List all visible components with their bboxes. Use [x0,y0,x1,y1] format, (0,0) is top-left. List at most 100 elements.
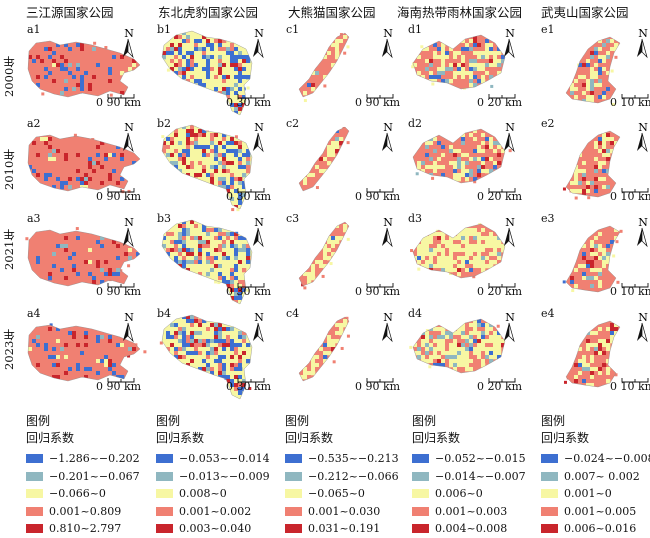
map-cell [477,252,482,257]
map-cell [52,375,57,380]
map-cell [489,43,494,48]
map-cell [238,363,243,368]
map-cell [174,55,179,60]
map-cell [441,63,446,68]
map-cell [96,91,101,96]
map-cell [214,87,219,92]
map-cell [80,252,85,257]
map-cell [230,240,235,245]
map-cell [104,75,109,80]
map-cell [84,83,89,88]
map-cell [182,236,187,241]
map-cell [120,256,125,261]
map-patch [409,345,413,349]
map-cell [76,339,81,344]
map-cell [481,141,486,146]
map-cell [112,177,117,182]
map-cell [214,244,219,249]
map-cell [60,268,65,273]
map-patch [346,237,350,241]
map-cell [602,67,607,72]
map-cell [28,71,33,76]
map-cell [598,284,603,289]
map-cell [60,260,65,265]
map-cell [178,335,183,340]
north-arrow-icon: N [123,311,134,343]
map-cell [80,51,85,56]
map-panel-sjy-2010: a2 N 0 90 km [24,117,152,210]
map-cell [96,343,101,348]
map-cell [465,359,470,364]
map-cell [606,153,611,158]
map-cell [222,43,227,48]
map-cell [182,327,187,332]
map-cell [238,173,243,178]
map-cell [206,55,211,60]
map-panel-hnrd-2021: d3 N 0 20 km [405,212,533,305]
map-cell [92,181,97,186]
map-cell [457,331,462,336]
map-cell [429,240,434,245]
map-cell [586,248,591,253]
map-cell [234,288,239,293]
map-cell [174,153,179,158]
map-cell [92,55,97,60]
map-cell [96,141,101,146]
map-cell [610,232,615,237]
map-cell [186,67,191,72]
map-cell [32,161,37,166]
map-cell [602,137,607,142]
map-cell [178,224,183,229]
map-cell [453,169,458,174]
map-cell [586,240,591,245]
map-cell [170,331,175,336]
map-cell [586,276,591,281]
map-cell [72,347,77,352]
map-cell [36,169,41,174]
map-cell [586,91,591,96]
map-cell [36,79,41,84]
map-cell [132,153,137,158]
map-cell [36,153,41,158]
map-cell [40,55,45,60]
map-cell [80,157,85,162]
map-cell [226,79,231,84]
panel-id-label: b4 [157,307,172,320]
map-cell [461,264,466,269]
map-cell [72,55,77,60]
map-cell [477,67,482,72]
map-cell [481,256,486,261]
map-cell [72,83,77,88]
map-cell [331,157,336,162]
map-cell [80,177,85,182]
map-cell [437,149,442,154]
map-cell [60,137,65,142]
map-cell [481,59,486,64]
map-patch [214,280,218,284]
scale-bar [237,94,265,99]
map-cell [76,79,81,84]
map-cell [230,43,235,48]
map-cell [481,268,486,273]
map-cell [218,240,223,245]
map-cell [36,240,41,245]
map-cell [582,367,587,372]
map-cell [477,347,482,352]
map-cell [68,248,73,253]
map-cell [429,236,434,241]
map-cell [449,347,454,352]
map-cell [56,351,61,356]
map-cell [222,75,227,80]
map-cell [100,371,105,376]
map-cell [594,343,599,348]
map-cell [226,95,231,100]
map-cell [473,129,478,134]
map-cell [485,59,490,64]
map-cell [166,339,171,344]
map-cells [28,230,140,286]
map-cell [186,63,191,68]
map-cell [234,55,239,60]
map-cell [210,67,215,72]
map-cell [178,331,183,336]
map-cell [96,47,101,52]
